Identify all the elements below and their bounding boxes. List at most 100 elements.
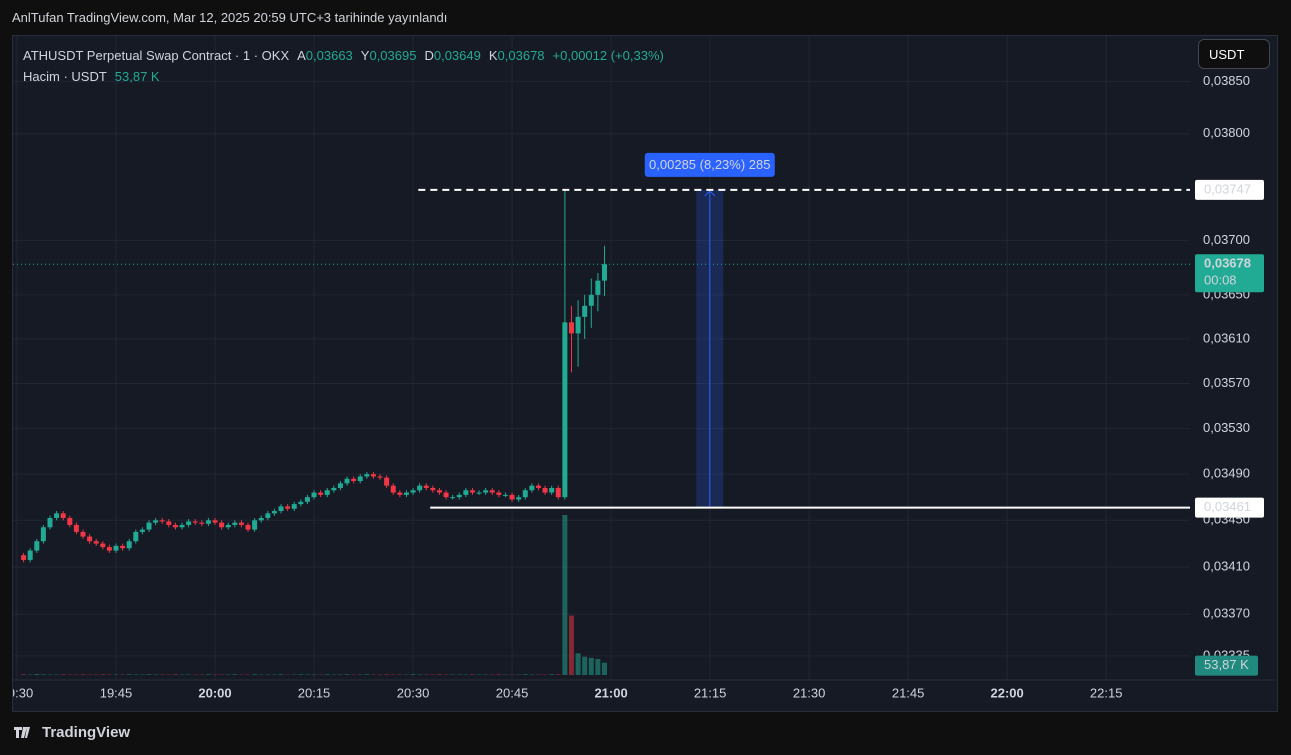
candle-body <box>364 474 370 477</box>
x-tick-label: 21:00 <box>594 685 627 700</box>
y-tick-label: 0,03530 <box>1203 420 1250 435</box>
candle-body <box>87 536 93 542</box>
volume-bar <box>384 674 390 675</box>
candle-body <box>351 478 357 482</box>
candle-body <box>601 264 607 281</box>
y-tick-label: 0,03850 <box>1203 73 1250 88</box>
last-price-label: 0,03678 <box>1204 256 1251 271</box>
candle-body <box>265 513 271 518</box>
price-label: 0,03747 <box>1204 181 1251 196</box>
y-tick-label: 0,03610 <box>1203 330 1250 345</box>
candle-body <box>463 490 469 495</box>
field-key: K <box>488 48 498 63</box>
candle-body <box>403 492 409 495</box>
volume-bar <box>324 674 330 675</box>
volume-bar <box>34 674 40 675</box>
candle-body <box>238 522 244 525</box>
y-tick-label: 0,03370 <box>1203 606 1250 621</box>
last-price-box <box>1195 254 1264 293</box>
volume-bar <box>232 674 238 675</box>
volume-bar <box>601 662 607 675</box>
candle-body <box>423 485 429 488</box>
candle-body <box>489 490 495 493</box>
field-key: Y <box>360 48 370 63</box>
candle-body <box>199 522 205 524</box>
candle-body <box>126 541 132 549</box>
candle-body <box>370 474 376 477</box>
change: +0,00012 (+0,33%) <box>552 48 664 63</box>
candle-body <box>390 485 396 493</box>
candle-body <box>159 520 165 522</box>
field-value: 0,03678 <box>497 48 545 63</box>
volume-row: Hacim · USDT 53,87 K <box>23 66 672 87</box>
volume-bar <box>469 674 475 675</box>
volume-bar <box>40 674 46 675</box>
volume-bar <box>588 657 594 675</box>
candle-body <box>205 520 211 524</box>
candle-body <box>456 494 462 498</box>
footer-brand: TradingView <box>42 724 131 741</box>
candle-body <box>502 494 508 496</box>
candle-body <box>192 521 198 523</box>
tv-logo <box>14 727 30 738</box>
measure-label: 0,00285 (8,23%) 285 <box>649 157 770 172</box>
candle-body <box>120 545 126 549</box>
candle-body <box>311 492 317 498</box>
candle-body <box>298 501 304 505</box>
price-label-box <box>1195 179 1264 200</box>
candle-body <box>100 543 106 548</box>
candle-body <box>73 524 79 532</box>
x-tick-label: 20:45 <box>496 685 529 700</box>
x-tick-label: 19:45 <box>100 685 133 700</box>
candle-body <box>582 305 588 317</box>
candle-body <box>27 550 33 560</box>
volume-bar <box>575 653 581 675</box>
candle-body <box>318 492 324 495</box>
candle-body <box>93 541 99 544</box>
candle-body <box>153 520 159 523</box>
candle-body <box>291 504 297 509</box>
candle-body <box>285 506 291 509</box>
volume-bar <box>555 674 561 675</box>
candle-body <box>331 487 337 491</box>
y-tick-label: 0,03570 <box>1203 375 1250 390</box>
candle-body <box>166 521 172 525</box>
currency-button[interactable]: USDT <box>1198 39 1270 69</box>
volume-bar <box>595 659 601 675</box>
candle-body <box>186 521 192 525</box>
candle-body <box>483 490 489 493</box>
price-label-box <box>1195 497 1264 518</box>
candle-body <box>225 524 231 528</box>
candle-body <box>324 490 330 495</box>
candle-body <box>21 555 27 560</box>
field-value: 0,03695 <box>369 48 417 63</box>
volume-bar <box>126 674 132 675</box>
volume-label-box <box>1195 655 1258 676</box>
volume-value: 53,87 K <box>114 69 160 84</box>
candle-body <box>146 522 152 530</box>
candle-body <box>595 280 601 295</box>
candle-body <box>384 477 390 486</box>
candle-body <box>219 522 225 528</box>
price-label: 0,03461 <box>1204 499 1251 514</box>
chart-frame <box>12 35 1278 712</box>
volume-name: Hacim · USDT <box>23 69 107 84</box>
volume-bar <box>549 674 555 675</box>
x-tick-label: 21:45 <box>892 685 925 700</box>
candle-body <box>529 485 535 491</box>
volume-bar <box>364 674 370 675</box>
volume-label: 53,87 K <box>1204 657 1249 672</box>
volume-bar <box>146 674 152 675</box>
candle-body <box>252 520 258 530</box>
candle-body <box>522 490 528 498</box>
volume-bar <box>278 674 284 675</box>
candle-body <box>54 513 60 518</box>
volume-bar <box>100 674 106 675</box>
candle-body <box>357 476 363 482</box>
volume-bar <box>568 615 574 675</box>
candle-body <box>34 541 40 551</box>
measure-label-box <box>644 152 775 177</box>
volume-bar <box>582 656 588 675</box>
candle-body <box>430 487 436 491</box>
